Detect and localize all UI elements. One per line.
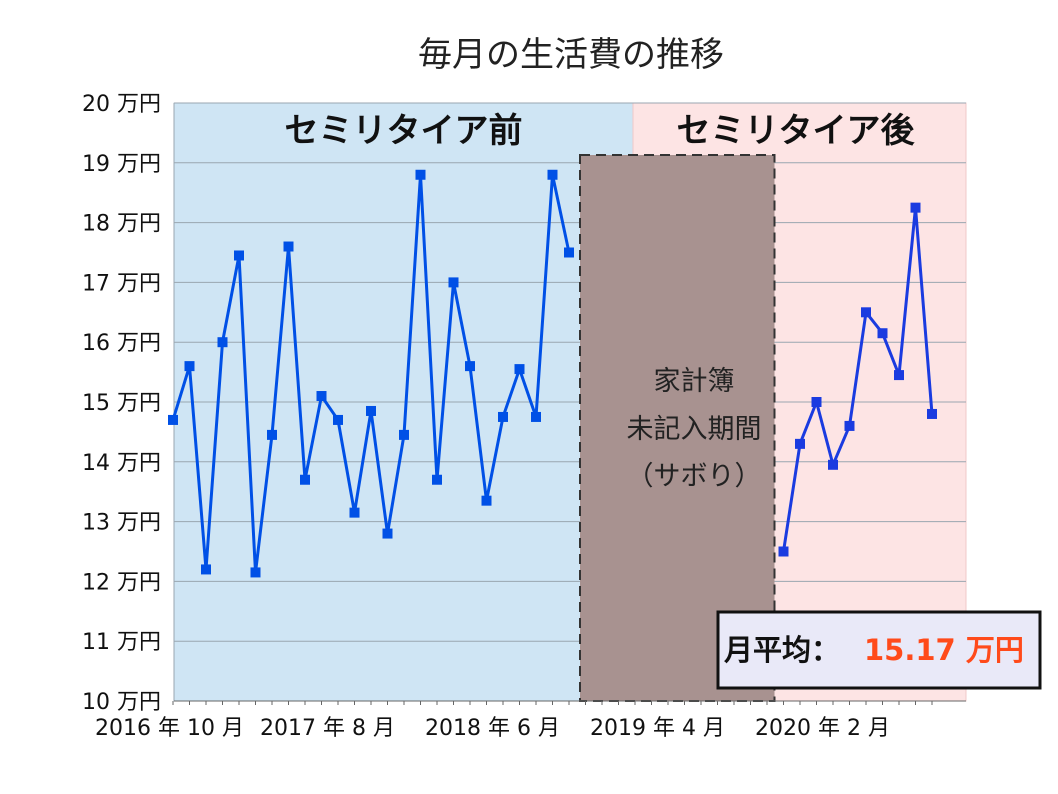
x-tick-label-4: 2020 年 2 月 — [755, 716, 890, 741]
series-1-point-3 — [828, 459, 838, 470]
series-0-point-8 — [300, 474, 310, 485]
x-tick-label-0: 2016 年 10 月 — [95, 716, 244, 741]
series-0-point-20 — [498, 411, 508, 422]
y-tick-label-0: 10 万円 — [82, 690, 161, 715]
series-1-point-2 — [811, 397, 822, 407]
region-before-label: セミリタイア前 — [285, 111, 523, 151]
series-1-point-6 — [877, 328, 888, 339]
series-1-point-0 — [778, 546, 789, 557]
y-tick-label-6: 16 万円 — [82, 331, 161, 356]
series-0-point-7 — [283, 241, 294, 252]
unrecorded-period-box — [579, 154, 776, 702]
series-0-point-0 — [168, 414, 178, 425]
series-0-point-2 — [201, 564, 211, 575]
series-0-point-9 — [316, 391, 327, 402]
y-tick-label-1: 11 万円 — [82, 630, 161, 655]
series-1-point-7 — [894, 370, 904, 381]
series-0-point-21 — [514, 364, 525, 375]
y-tick-label-7: 17 万円 — [82, 271, 161, 296]
x-tick-labels: 2016 年 10 月 2017 年 8 月 2018 年 6 月 2019 年 4 … — [95, 701, 933, 741]
series-0-point-17 — [448, 277, 459, 288]
series-0-point-16 — [432, 474, 442, 485]
series-1-point-9 — [927, 408, 937, 419]
series-1-point-8 — [910, 202, 921, 213]
series-0-point-5 — [250, 567, 261, 578]
series-layer — [168, 169, 937, 578]
unrecorded-period-line-2: 未記入期間 — [627, 414, 762, 445]
y-tick-label-4: 14 万円 — [82, 451, 161, 476]
series-0-point-11 — [349, 507, 360, 518]
series-1-point-5 — [861, 307, 871, 318]
series-0-point-6 — [267, 429, 277, 440]
y-tick-label-2: 12 万円 — [82, 570, 161, 595]
series-0-point-22 — [531, 411, 541, 422]
y-tick-label-3: 13 万円 — [82, 511, 161, 536]
y-tick-label-5: 15 万円 — [82, 391, 161, 416]
series-0-point-1 — [184, 361, 195, 372]
series-0-point-12 — [366, 405, 376, 416]
series-0-point-19 — [481, 495, 492, 506]
series-0-point-3 — [217, 337, 228, 348]
series-1-point-4 — [844, 420, 855, 431]
series-0-point-23 — [547, 169, 558, 180]
region-after-label: セミリタイア後 — [677, 111, 916, 151]
series-0-point-10 — [333, 414, 343, 425]
series-0-point-4 — [234, 250, 244, 261]
series-0-point-24 — [564, 247, 574, 258]
unrecorded-period-line-1: 家計簿 — [654, 366, 735, 397]
monthly-average-box — [716, 610, 1042, 690]
series-line-1 — [782, 206, 934, 552]
y-tick-label-9: 19 万円 — [82, 152, 161, 177]
y-tick-label-8: 18 万円 — [82, 212, 161, 237]
x-tick-label-1: 2017 年 8 月 — [260, 716, 395, 741]
monthly-average-label: 月平均： — [723, 633, 840, 667]
series-0-point-13 — [382, 528, 393, 539]
y-tick-label-10: 20 万円 — [82, 92, 161, 117]
series-0-point-18 — [465, 361, 475, 372]
x-tick-label-3: 2019 年 4 月 — [590, 716, 725, 741]
y-tick-labels: 10 万円 11 万円 12 万円 13 万円 14 万円 15 万円 16 万円 17 万円… — [82, 92, 161, 715]
monthly-average-value: 15.17 万円 — [864, 633, 1024, 667]
chart-title: 毎月の生活費の推移 — [418, 35, 724, 75]
series-0-point-14 — [399, 429, 409, 440]
unrecorded-period-line-3: （サボり） — [627, 461, 762, 492]
series-1-point-1 — [795, 438, 805, 449]
series-0-point-15 — [415, 169, 426, 180]
x-tick-label-2: 2018 年 6 月 — [425, 716, 560, 741]
